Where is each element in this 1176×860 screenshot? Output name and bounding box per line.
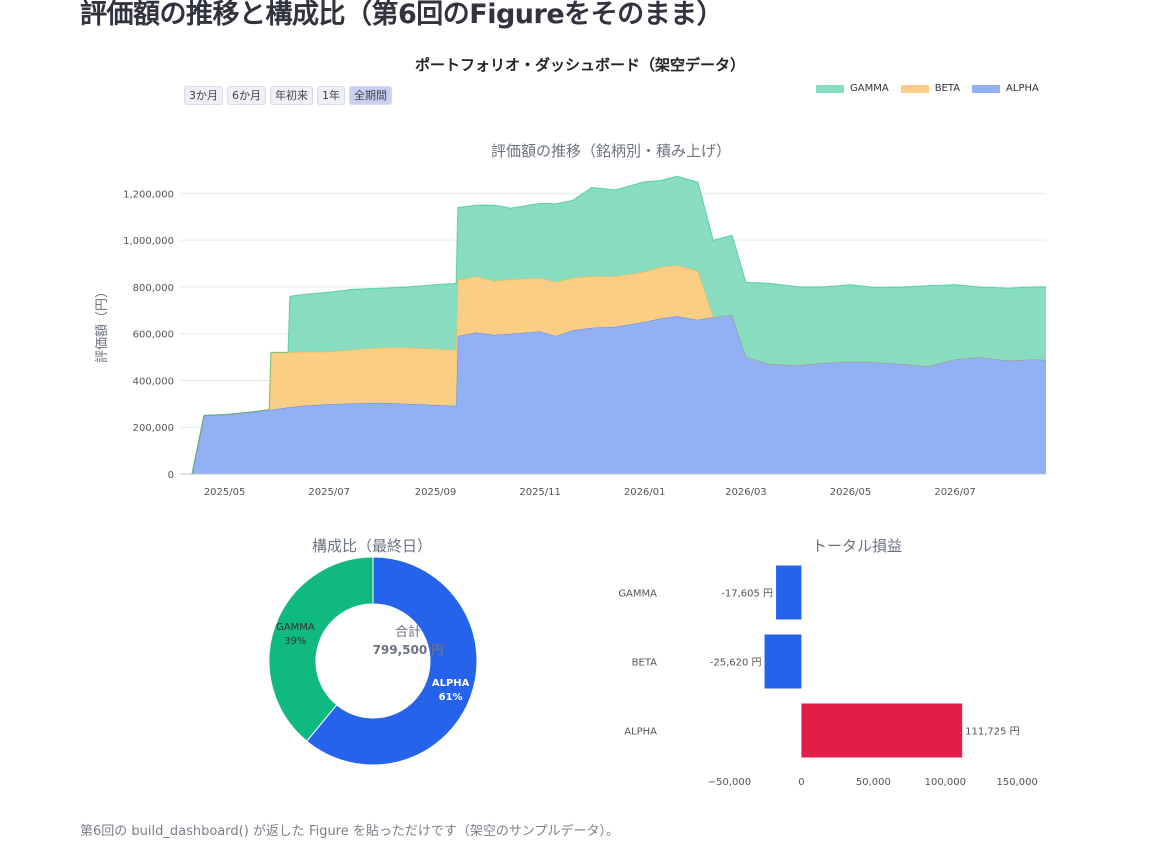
pnl-x-tick-label: 50,000 xyxy=(856,777,891,788)
donut-center-label: 合計 xyxy=(395,624,421,640)
legend-swatch-gamma xyxy=(816,84,844,93)
legend-item-gamma[interactable]: GAMMA xyxy=(816,83,889,94)
legend-label-gamma: GAMMA xyxy=(850,83,889,94)
donut-label-alpha: ALPHA xyxy=(432,678,470,689)
legend-label-alpha: ALPHA xyxy=(1006,83,1039,94)
legend: GAMMA BETA ALPHA xyxy=(816,83,1039,94)
area-series-beta[interactable] xyxy=(180,265,1046,474)
legend-item-alpha[interactable]: ALPHA xyxy=(972,83,1039,94)
donut-slice-gamma[interactable] xyxy=(268,556,374,742)
pnl-x-tick-label: −50,000 xyxy=(708,777,751,788)
x-tick-label: 2026/07 xyxy=(934,487,976,498)
pnl-bar-gamma[interactable] xyxy=(776,565,802,620)
donut-chart-title: 構成比（最終日） xyxy=(312,537,432,555)
page-title: 評価額の推移と構成比（第6回のFigureをそのまま） xyxy=(80,0,724,30)
donut-chart: 構成比（最終日） ALPHA 61% GAMMA 39% 合計 799,500 円 xyxy=(268,537,478,766)
figure-title: ポートフォリオ・ダッシュボード（架空データ） xyxy=(414,56,745,74)
pnl-x-tick-label: 0 xyxy=(798,777,804,788)
donut-slice-alpha[interactable] xyxy=(306,556,478,766)
pnl-category-label: GAMMA xyxy=(618,589,657,600)
x-tick-label: 2025/05 xyxy=(204,487,246,498)
y-tick-label: 1,000,000 xyxy=(123,236,174,247)
pnl-value-label: 111,725 円 xyxy=(965,727,1020,738)
x-tick-label: 2025/07 xyxy=(308,487,350,498)
x-tick-label: 2026/01 xyxy=(624,487,666,498)
x-tick-label: 2026/05 xyxy=(830,487,872,498)
range-button-6m[interactable]: 6か月 xyxy=(227,86,266,105)
area-series-alpha[interactable] xyxy=(180,315,1046,474)
area-line-gamma xyxy=(180,175,1046,475)
y-tick-label: 1,200,000 xyxy=(123,189,174,200)
range-button-all[interactable]: 全期間 xyxy=(349,86,392,105)
pnl-value-label: -25,620 円 xyxy=(710,658,762,669)
page-caption: 第6回の build_dashboard() が返した Figure を貼っただ… xyxy=(80,824,619,839)
pnl-value-label: -17,605 円 xyxy=(721,589,773,600)
range-button-3m[interactable]: 3か月 xyxy=(184,86,223,105)
legend-swatch-beta xyxy=(900,84,929,93)
pnl-category-label: BETA xyxy=(632,658,658,669)
legend-item-beta[interactable]: BETA xyxy=(900,83,961,94)
pnl-x-tick-label: 150,000 xyxy=(997,777,1038,788)
donut-percent-alpha: 61% xyxy=(439,692,463,703)
y-tick-label: 400,000 xyxy=(133,376,174,387)
range-button-1y[interactable]: 1年 xyxy=(317,86,345,105)
area-series-gamma[interactable] xyxy=(180,176,1046,475)
y-tick-label: 600,000 xyxy=(133,330,174,341)
pnl-category-label: ALPHA xyxy=(624,727,657,738)
y-tick-label: 800,000 xyxy=(133,283,174,294)
pnl-bar-chart: トータル損益 GAMMA -17,605 円 BETA -25,620 円 ALPHA 1… xyxy=(618,537,1038,788)
y-tick-label: 200,000 xyxy=(133,423,174,434)
x-tick-label: 2025/09 xyxy=(415,487,457,498)
pnl-x-tick-label: 100,000 xyxy=(925,777,966,788)
donut-center-value: 799,500 円 xyxy=(373,643,444,657)
range-button-ytd[interactable]: 年初来 xyxy=(270,86,313,105)
pnl-bar-beta[interactable] xyxy=(764,634,802,689)
stacked-area-chart: 評価額の推移（銘柄別・積み上げ） 評価額（円） 0 200,000 400,000 6… xyxy=(95,142,1047,498)
legend-swatch-alpha xyxy=(972,84,1001,93)
area-chart-y-axis-title: 評価額（円） xyxy=(95,285,110,363)
bar-chart-title: トータル損益 xyxy=(812,537,902,555)
x-tick-label: 2026/03 xyxy=(725,487,767,498)
range-selector: 3か月 6か月 年初来 1年 全期間 xyxy=(184,86,392,105)
pnl-bar-alpha[interactable] xyxy=(801,703,963,758)
x-tick-label: 2025/11 xyxy=(519,487,561,498)
area-chart-title: 評価額の推移（銘柄別・積み上げ） xyxy=(491,142,731,160)
donut-percent-gamma: 39% xyxy=(284,636,306,647)
donut-label-gamma: GAMMA xyxy=(276,622,315,633)
y-tick-label: 0 xyxy=(168,470,174,481)
legend-label-beta: BETA xyxy=(934,83,961,94)
